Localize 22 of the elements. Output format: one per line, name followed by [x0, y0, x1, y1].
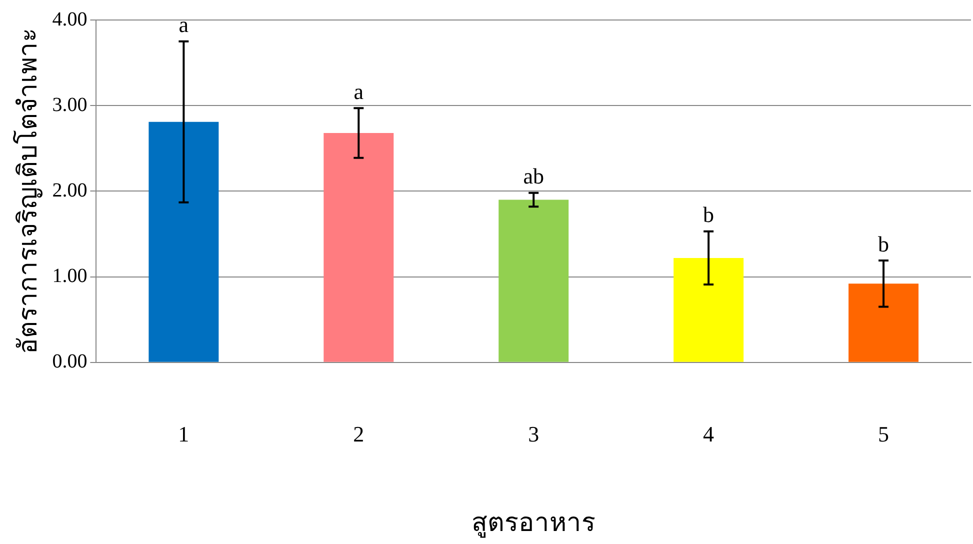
y-tick-label: 1.00: [52, 265, 88, 288]
annotation: ab: [523, 164, 544, 189]
x-tick-label: 5: [878, 421, 890, 446]
x-tick-label: 1: [178, 421, 190, 446]
x-tick-label: 3: [528, 421, 540, 446]
y-tick-label: 2.00: [52, 179, 88, 202]
y-tick-label: 0.00: [52, 350, 88, 373]
y-tick-label: 4.00: [52, 8, 88, 30]
bar: [498, 200, 569, 362]
annotation: b: [878, 231, 890, 256]
y-axis-title: อัตราการเจริญเติบโตจำเพาะ: [12, 28, 42, 354]
x-tick-label: 4: [703, 421, 714, 446]
x-tick-label: 2: [353, 421, 364, 446]
bar: [148, 122, 219, 362]
y-tick-label: 3.00: [52, 94, 88, 116]
x-axis-title: สูตรอาหาร: [472, 508, 596, 538]
bar: [674, 258, 744, 362]
annotation: b: [703, 202, 714, 228]
annotation: a: [354, 78, 364, 104]
annotation: a: [178, 12, 189, 38]
bar: [324, 132, 394, 362]
bar: [848, 284, 919, 362]
